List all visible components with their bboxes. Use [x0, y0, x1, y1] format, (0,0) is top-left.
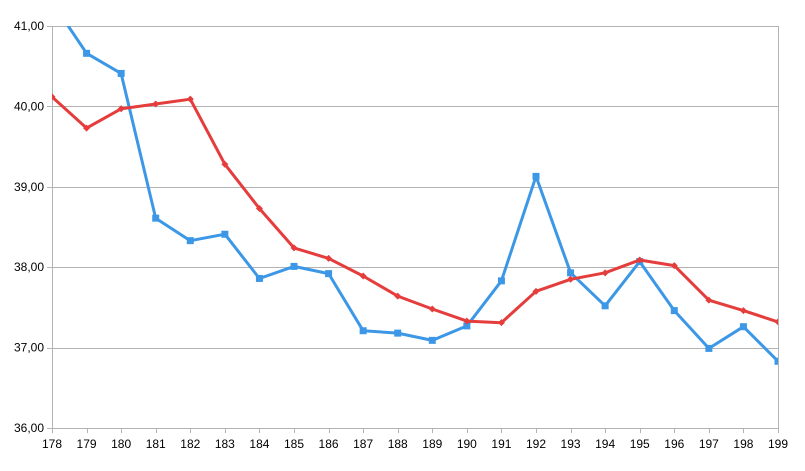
data-point — [636, 256, 644, 264]
x-tick-label: 189 — [422, 437, 442, 451]
data-point — [83, 49, 91, 57]
series-line — [52, 95, 778, 325]
y-tick-label: 40,00 — [14, 99, 44, 113]
y-tick-label: 37,00 — [14, 341, 44, 355]
data-point — [532, 172, 540, 180]
data-point — [463, 322, 471, 330]
series-1 — [49, 0, 778, 365]
data-point — [152, 100, 160, 108]
data-point — [567, 269, 575, 277]
data-point — [394, 292, 402, 300]
x-tick-label: 186 — [319, 437, 339, 451]
data-point — [52, 93, 56, 101]
y-tick-label: 39,00 — [14, 180, 44, 194]
x-tick-label: 190 — [457, 437, 477, 451]
data-point — [601, 269, 609, 277]
x-tick-label: 179 — [77, 437, 97, 451]
data-point — [117, 69, 125, 77]
data-point — [705, 344, 713, 352]
data-point — [774, 357, 778, 365]
gridlines — [52, 26, 778, 429]
x-tick-label: 180 — [111, 437, 131, 451]
x-tick-label: 188 — [388, 437, 408, 451]
data-point — [463, 317, 471, 325]
y-tick-label: 41,00 — [14, 19, 44, 33]
x-tick-label: 197 — [699, 437, 719, 451]
data-point — [428, 336, 436, 344]
series-line — [66, 26, 778, 363]
data-point — [152, 214, 160, 222]
x-tick-label: 192 — [526, 437, 546, 451]
data-point — [325, 270, 333, 278]
data-point — [255, 205, 263, 213]
data-point — [739, 323, 747, 331]
x-tick-label: 178 — [42, 437, 62, 451]
y-tick-label: 36,00 — [14, 421, 44, 435]
y-tick-label: 38,00 — [14, 260, 44, 274]
x-tick-label: 187 — [353, 437, 373, 451]
data-point — [221, 160, 229, 168]
axes — [47, 26, 779, 433]
x-tick-label: 184 — [249, 437, 269, 451]
data-point — [290, 262, 298, 270]
x-axis-tick-labels: 178 179 180 181 182 183 184 185 186 187 188 189 190 1… — [42, 437, 788, 451]
data-point — [49, 0, 56, 5]
x-tick-label: 181 — [146, 437, 166, 451]
data-point — [567, 275, 575, 283]
data-point — [532, 287, 540, 295]
x-tick-label: 183 — [215, 437, 235, 451]
y-axis-tick-labels: 36,00 37,00 38,00 39,00 40,00 41,00 — [14, 19, 44, 435]
data-point — [221, 230, 229, 238]
data-point — [394, 329, 402, 337]
x-tick-label: 182 — [180, 437, 200, 451]
data-point — [601, 302, 609, 310]
data-point — [670, 262, 678, 270]
data-point — [497, 277, 505, 285]
data-point — [359, 327, 367, 335]
series-group — [49, 0, 778, 365]
data-point — [428, 305, 436, 313]
data-point — [359, 272, 367, 280]
data-point — [325, 254, 333, 262]
data-point — [774, 318, 778, 326]
x-tick-label: 195 — [630, 437, 650, 451]
data-point — [255, 274, 263, 282]
data-point — [186, 237, 194, 245]
x-tick-label: 185 — [284, 437, 304, 451]
data-point — [117, 105, 125, 113]
x-tick-label: 198 — [733, 437, 753, 451]
x-tick-label: 199 — [768, 437, 788, 451]
series-2 — [52, 93, 778, 327]
x-tick-label: 193 — [561, 437, 581, 451]
data-point — [290, 244, 298, 252]
data-point — [186, 95, 194, 103]
x-tick-label: 191 — [491, 437, 511, 451]
data-point — [670, 307, 678, 315]
data-point — [705, 296, 713, 304]
data-point — [497, 319, 505, 327]
data-point — [83, 124, 91, 132]
x-tick-label: 196 — [664, 437, 684, 451]
x-tick-label: 194 — [595, 437, 615, 451]
data-point — [739, 307, 747, 315]
